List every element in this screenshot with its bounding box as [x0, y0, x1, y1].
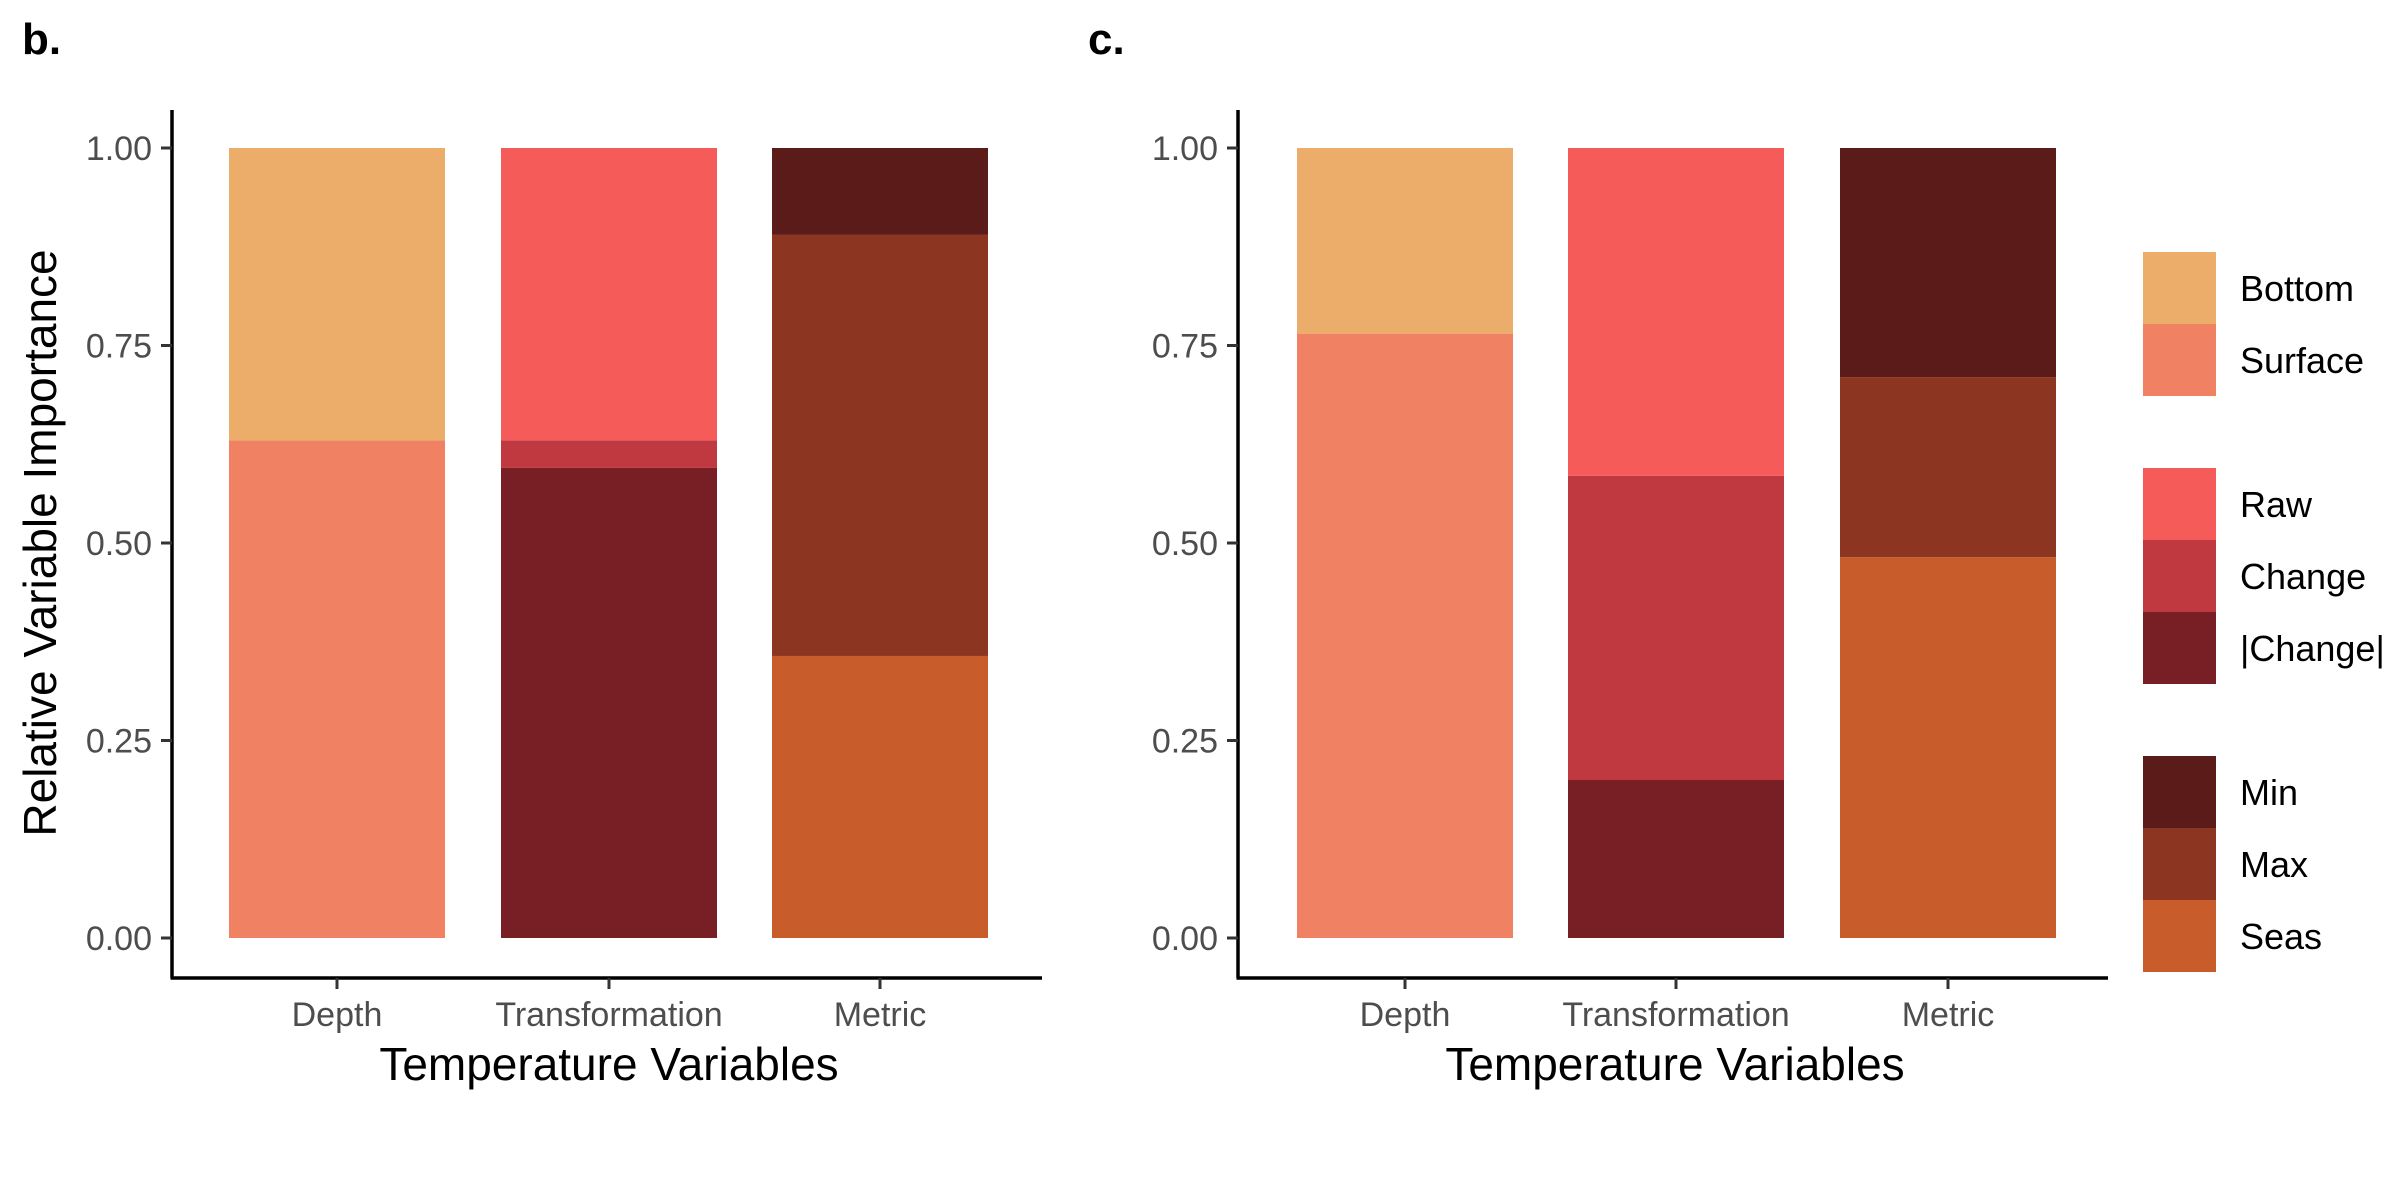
x-tick-label-transformation: Transformation	[495, 996, 722, 1034]
legend-label-change: |Change|	[2240, 628, 2385, 669]
legend-key-seas	[2143, 900, 2216, 972]
legend-label-min: Min	[2240, 772, 2298, 813]
panel-c: c. 0.00 0.25 0.50 0.75 1.00 Depth Transformatio…	[1088, 15, 2108, 1090]
legend-label-raw: Raw	[2240, 484, 2313, 525]
bar-metric-min	[772, 148, 988, 235]
bar-depth-surface	[229, 440, 445, 938]
legend-key-surface	[2143, 324, 2216, 396]
bar-transformation-raw	[1568, 148, 1784, 476]
y-tick-label: 0.50	[86, 525, 152, 563]
y-tick-label: 0.00	[86, 920, 152, 958]
panel-label: c.	[1088, 15, 1125, 64]
y-tick-label: 0.75	[86, 328, 152, 366]
x-tick-label-depth: Depth	[1360, 996, 1451, 1034]
bar-depth-bottom	[1297, 148, 1513, 334]
bar-transformation-change	[1568, 780, 1784, 938]
bar-metric-max	[772, 234, 988, 656]
x-tick-label-metric: Metric	[834, 996, 927, 1034]
legend-key-change	[2143, 540, 2216, 612]
y-tick-label: 0.25	[1152, 723, 1218, 761]
legend-label-seas: Seas	[2240, 916, 2322, 957]
panel-b: b. 0.00 0.25 0.50 0.75 1.00 Depth Transformatio…	[14, 15, 1042, 1090]
bar-transformation-raw	[501, 148, 717, 441]
x-axis-title: Temperature Variables	[1445, 1038, 1904, 1090]
legend-key-bottom	[2143, 252, 2216, 324]
bar-metric-seas	[1840, 557, 2056, 938]
bar-metric-seas	[772, 655, 988, 938]
legend-label-change: Change	[2240, 556, 2366, 597]
y-tick-label: 0.25	[86, 723, 152, 761]
y-tick-label: 1.00	[86, 130, 152, 168]
y-tick-label: 0.75	[1152, 328, 1218, 366]
x-tick-label-transformation: Transformation	[1562, 996, 1789, 1034]
bar-transformation-change	[1568, 475, 1784, 780]
x-tick-label-depth: Depth	[292, 996, 383, 1034]
legend-key-raw	[2143, 468, 2216, 540]
bar-depth-surface	[1297, 333, 1513, 938]
y-axis-title: Relative Variable Importance	[14, 249, 66, 836]
legend-label-surface: Surface	[2240, 340, 2364, 381]
y-tick-label: 0.50	[1152, 525, 1218, 563]
bar-depth-bottom	[229, 148, 445, 441]
bar-transformation-change	[501, 440, 717, 468]
legend-key-min	[2143, 756, 2216, 828]
bar-metric-min	[1840, 148, 2056, 378]
y-tick-label: 0.00	[1152, 920, 1218, 958]
legend-key-change	[2143, 612, 2216, 684]
bar-metric-max	[1840, 377, 2056, 558]
x-axis-title: Temperature Variables	[379, 1038, 838, 1090]
x-tick-label-metric: Metric	[1902, 996, 1995, 1034]
bar-transformation-change	[501, 467, 717, 938]
panel-label: b.	[22, 15, 61, 64]
legend-label-max: Max	[2240, 844, 2308, 885]
legend-key-max	[2143, 828, 2216, 900]
legend: Bottom Surface Raw Change |Change| Min Max Seas	[2143, 252, 2385, 972]
y-tick-label: 1.00	[1152, 130, 1218, 168]
legend-label-bottom: Bottom	[2240, 268, 2354, 309]
